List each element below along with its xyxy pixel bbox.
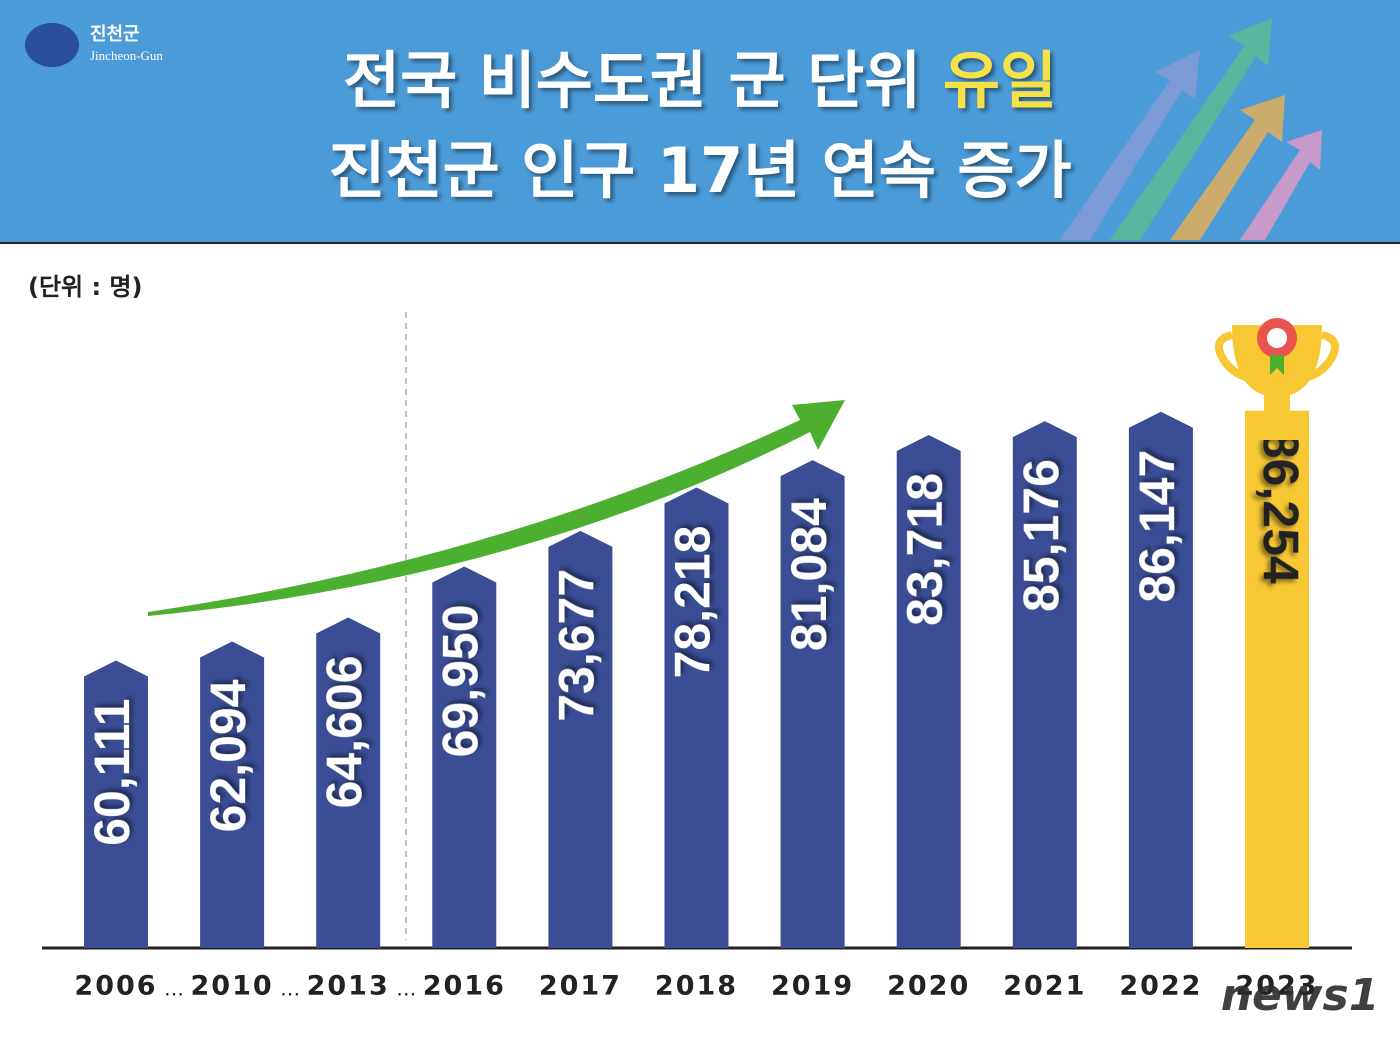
header-band bbox=[0, 0, 1400, 243]
bar bbox=[896, 434, 961, 948]
bar bbox=[200, 641, 265, 948]
decor-arrows bbox=[1060, 18, 1322, 240]
logo-name: 진천군 bbox=[90, 24, 140, 45]
value-label: 78,218 bbox=[665, 526, 721, 679]
x-tick-label: 2023 bbox=[1235, 971, 1318, 1002]
title-line2: 진천군 인구 17년 연속 증가 bbox=[328, 134, 1071, 207]
watermark: news1 bbox=[1221, 970, 1380, 1021]
x-tick-label: 2020 bbox=[887, 971, 970, 1002]
x-tick-label: 2016 bbox=[423, 971, 506, 1002]
x-tick-label: 2013 bbox=[307, 971, 390, 1002]
trend-arrow bbox=[148, 400, 845, 616]
trophy bbox=[1214, 318, 1340, 440]
value-label: 86,254 bbox=[1253, 431, 1309, 584]
bar bbox=[664, 487, 729, 948]
bar bbox=[1245, 410, 1309, 948]
value-label: 64,606 bbox=[316, 656, 372, 809]
bar bbox=[1128, 411, 1193, 948]
bar bbox=[1012, 421, 1077, 948]
bar bbox=[432, 566, 497, 948]
gap-marker: … bbox=[396, 977, 416, 1001]
unit-label: (단위 : 명) bbox=[28, 273, 143, 301]
x-tick-label: 2006 bbox=[74, 971, 157, 1002]
x-tick-label: 2018 bbox=[655, 971, 738, 1002]
gap-marker: … bbox=[164, 977, 184, 1001]
title-line1: 전국 비수도권 군 단위 bbox=[343, 44, 921, 117]
logo-english: Jincheon-Gun bbox=[90, 48, 163, 63]
value-label: 81,084 bbox=[781, 498, 837, 651]
value-label: 60,111 bbox=[84, 698, 140, 845]
x-tick-label: 2021 bbox=[1003, 971, 1086, 1002]
value-label: 73,677 bbox=[549, 569, 605, 722]
bar bbox=[548, 530, 613, 948]
logo-emblem bbox=[25, 23, 79, 67]
bar bbox=[780, 460, 845, 948]
x-tick-label: 2017 bbox=[539, 971, 622, 1002]
bar bbox=[84, 660, 148, 948]
value-label: 86,147 bbox=[1129, 450, 1185, 603]
chart-title: 전국 비수도권 군 단위 유일 bbox=[343, 44, 1057, 117]
bar bbox=[316, 617, 381, 948]
x-tick-label: 2022 bbox=[1119, 971, 1202, 1002]
gap-marker: … bbox=[280, 977, 300, 1001]
value-label: 83,718 bbox=[897, 473, 953, 626]
title-highlight: 유일 bbox=[943, 44, 1057, 117]
x-tick-label: 2019 bbox=[771, 971, 854, 1002]
value-label: 62,094 bbox=[200, 679, 256, 832]
value-label: 69,950 bbox=[433, 604, 489, 757]
value-label: 85,176 bbox=[1013, 459, 1069, 612]
x-tick-label: 2010 bbox=[191, 971, 274, 1002]
